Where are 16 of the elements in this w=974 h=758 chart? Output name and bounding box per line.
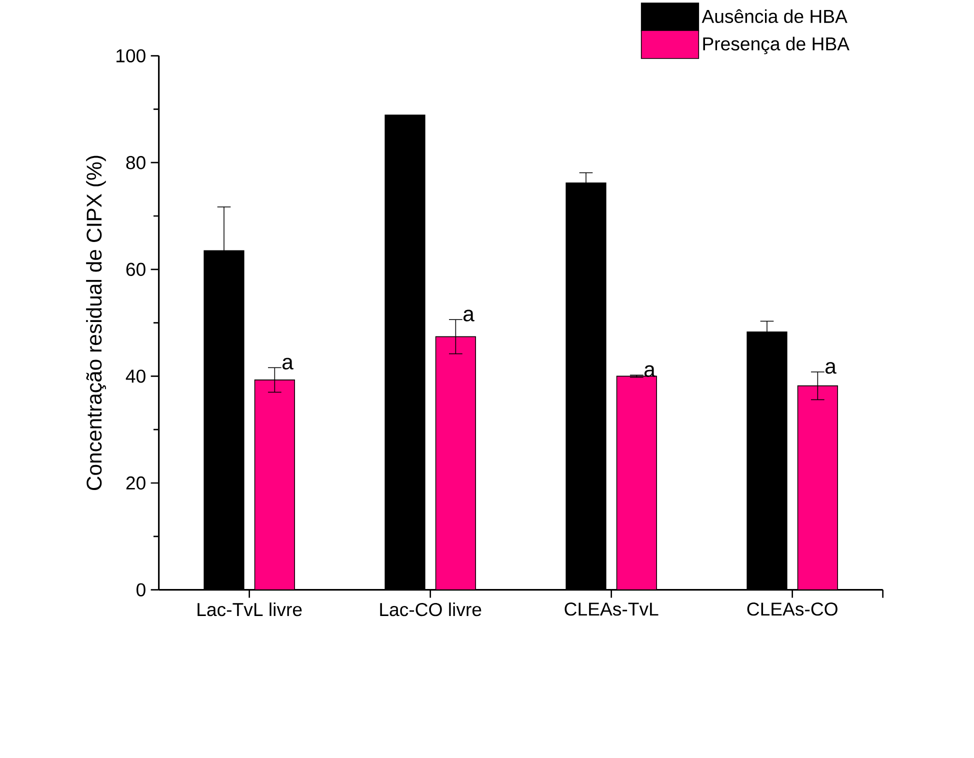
annotation: a xyxy=(826,362,836,374)
y-tick-label: 0 xyxy=(136,583,146,596)
y-tick-label: 20 xyxy=(126,476,146,490)
annotation: a xyxy=(464,310,474,322)
x-tick-label: Lac-CO livre xyxy=(380,602,482,616)
x-tick-label: Lac-TvL livre xyxy=(198,602,302,616)
legend-label: Presença de HBA xyxy=(703,36,850,54)
y-tick-label: 40 xyxy=(126,370,146,383)
y-tick-label: 60 xyxy=(126,262,146,276)
y-tick-label: 80 xyxy=(126,156,146,170)
x-tick-label: CLEAs-CO xyxy=(747,602,838,616)
legend-label: Ausência de HBA xyxy=(702,9,848,24)
x-tick-label: CLEAs-TvL xyxy=(564,602,658,616)
y-tick-label: 100 xyxy=(116,49,146,62)
y-axis-title: Concentração residual de CIPX (%) xyxy=(86,156,106,490)
annotation: a xyxy=(282,358,294,370)
